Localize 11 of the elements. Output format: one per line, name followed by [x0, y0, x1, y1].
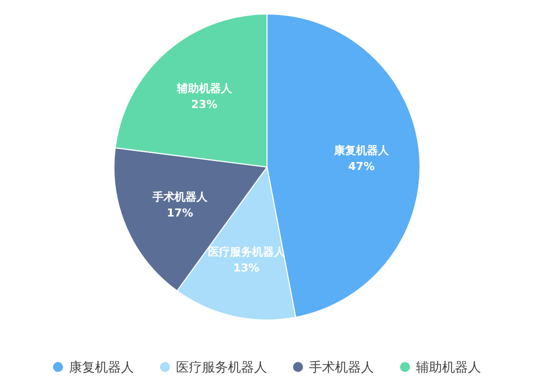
data-label: 17%: [166, 206, 194, 220]
legend-label: 康复机器人: [69, 360, 134, 376]
legend-label: 手术机器人: [309, 360, 374, 376]
data-label: 23%: [191, 98, 218, 111]
legend-label: 医疗服务机器人: [176, 360, 267, 376]
data-label: 47%: [348, 160, 375, 174]
legend-label: 辅助机器人: [416, 360, 481, 376]
slice-label: 康复机器人: [332, 144, 390, 158]
data-label: 13%: [233, 262, 260, 275]
slice-label: 手术机器人: [151, 190, 208, 204]
slice-label: 辅助机器人: [176, 82, 233, 95]
